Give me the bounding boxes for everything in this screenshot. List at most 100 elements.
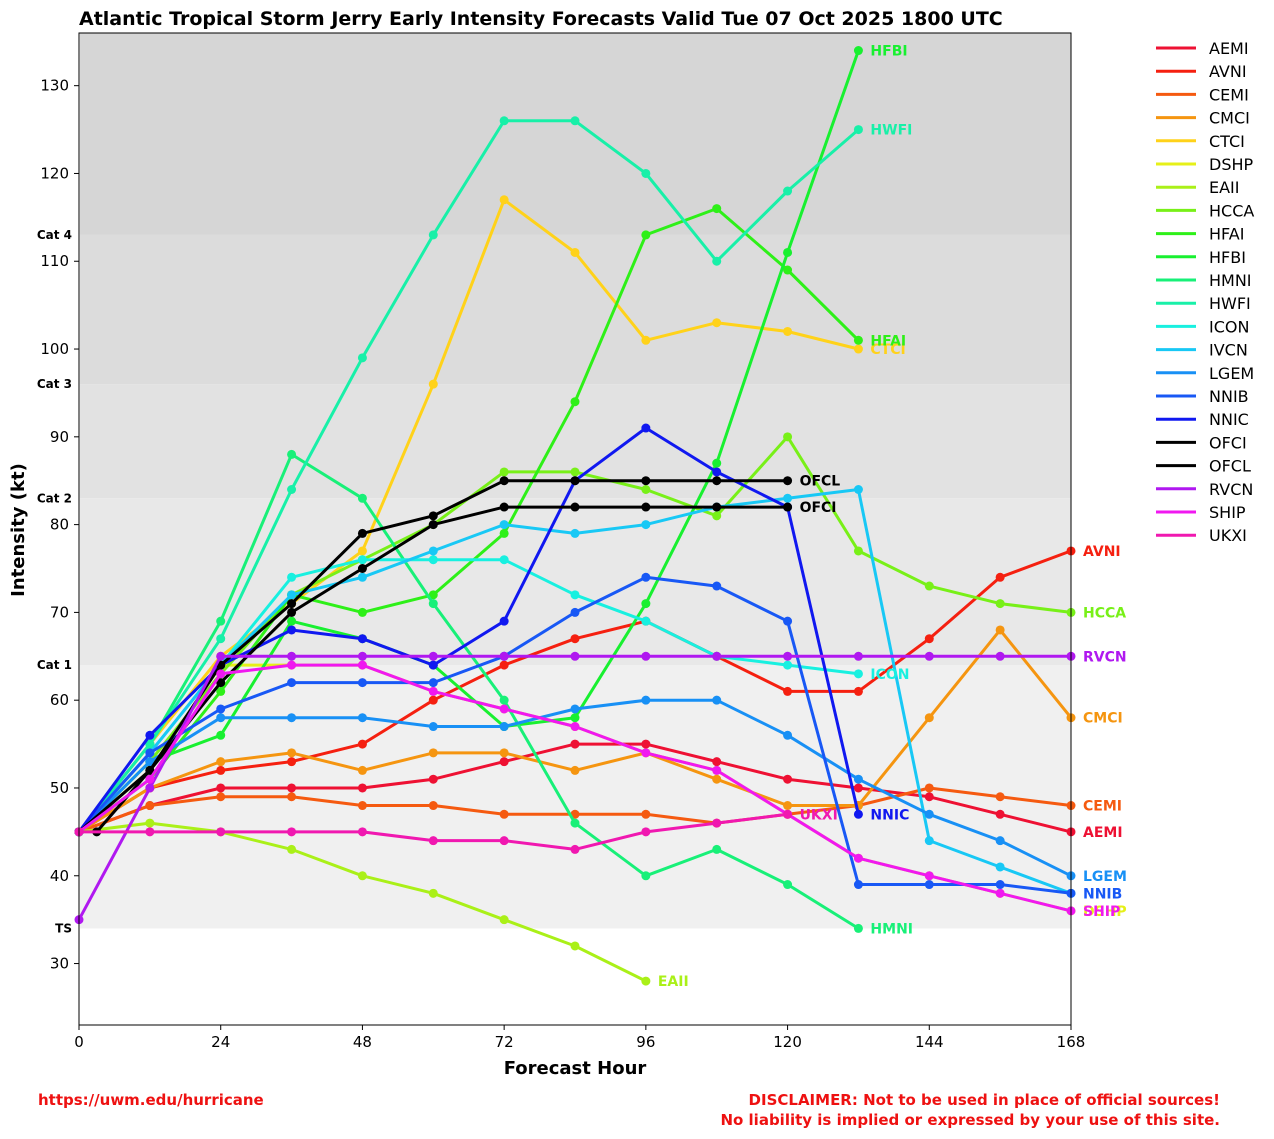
data-point-ukxi [570,844,580,854]
data-point-nnic [287,625,297,635]
data-point-cmci [357,765,367,775]
data-point-hfbi [783,247,793,257]
series-line-hmni [77,452,860,930]
legend-label-cemi: CEMI [1209,85,1249,104]
end-label-cemi: CEMI [1083,799,1122,815]
data-point-hfai [853,335,863,345]
data-point-aemi [924,792,934,802]
data-point-avni [357,739,367,749]
legend-label-hfbi: HFBI [1209,248,1246,267]
data-point-aemi [570,739,580,749]
legend-label-cmci: CMCI [1209,109,1250,128]
data-point-cmci [924,713,934,723]
data-point-hmni [499,695,509,705]
data-point-hfai [499,528,509,538]
source-url[interactable]: https://uwm.edu/hurricane [38,1091,264,1109]
data-point-hmni [641,871,651,881]
data-point-hwfi [499,116,509,126]
data-point-hwfi [216,634,226,644]
data-point-hcca [783,432,793,442]
data-point-ctci [783,326,793,336]
data-point-ivcn [357,572,367,582]
data-point-ukxi [216,827,226,837]
data-point-avni [499,660,509,670]
data-point-ukxi [145,827,155,837]
data-point-aemi [499,757,509,767]
data-point-aemi [357,783,367,793]
disclaimer-line-2: No liability is implied or expressed by … [720,1111,1220,1129]
end-label-nnib: NNIB [1083,886,1122,902]
data-point-hwfi [145,739,155,749]
data-point-hwfi [428,230,438,240]
data-point-lgem [995,836,1005,846]
series-end-labels: AEMI AVNI CEMI CMCI CTCI DSHP EAII HCCA HFAI HFBI… [658,44,1127,991]
data-point-hfbi [853,46,863,56]
legend-label-avni: AVNI [1209,62,1247,81]
category-label-cat-3: Cat 3 [37,377,72,391]
data-point-ship [357,660,367,670]
data-point-hwfi [783,186,793,196]
data-point-hfbi [287,616,297,626]
data-point-ship [145,774,155,784]
data-point-ivcn [783,493,793,503]
x-axis-label: Forecast Hour [504,1058,647,1079]
data-point-ship [712,765,722,775]
x-tick-label: 120 [773,1033,802,1051]
data-point-nnib [641,572,651,582]
data-point-hfai [783,265,793,275]
legend-label-ctci: CTCI [1209,132,1245,151]
data-point-hwfi [641,168,651,178]
data-point-ofci [783,502,793,512]
data-point-hmni [570,818,580,828]
data-point-hfbi [216,730,226,740]
y-tick-label: 40 [50,867,69,885]
data-point-lgem [924,809,934,819]
data-point-ivcn [428,546,438,556]
data-point-ofcl [712,476,722,486]
y-tick-label: 130 [40,77,69,95]
plot-frame [78,32,1072,1026]
x-tick-label: 96 [636,1033,655,1051]
data-point-hfai [428,590,438,600]
data-point-eaii [428,888,438,898]
end-label-nnic: NNIC [870,807,909,823]
category-label-cat-1: Cat 1 [37,658,72,672]
data-point-icon [428,555,438,565]
end-label-hwfi: HWFI [870,123,912,139]
band-cat-4 [80,33,1071,235]
legend-label-dshp: DSHP [1209,155,1254,174]
y-tick-label: 30 [50,955,69,973]
data-point-aemi [216,783,226,793]
forecast-series [74,46,1076,986]
data-point-ivcn [995,862,1005,872]
data-point-hwfi [357,353,367,363]
data-point-ctci [712,318,722,328]
data-point-ctci [570,247,580,257]
data-point-lgem [853,774,863,784]
legend-label-hfai: HFAI [1209,225,1244,244]
data-point-rvcn [145,783,155,793]
data-point-nnib [570,607,580,617]
data-point-aemi [641,739,651,749]
disclaimer-line-1: DISCLAIMER: Not to be used in place of o… [749,1091,1220,1109]
y-tick-label: 120 [40,164,69,182]
legend-label-nnib: NNIB [1209,387,1249,406]
data-point-ivcn [924,836,934,846]
data-point-nnib [712,581,722,591]
data-point-rvcn [712,651,722,661]
data-point-avni [853,686,863,696]
end-label-hfbi: HFBI [870,44,907,60]
data-point-hcca [641,484,651,494]
data-point-ship [428,686,438,696]
data-point-aemi [428,774,438,784]
data-point-aemi [853,783,863,793]
data-point-cemi [216,792,226,802]
data-point-nnib [924,880,934,890]
data-point-hmni [287,449,297,459]
x-tick-label: 72 [495,1033,514,1051]
legend-label-nnic: NNIC [1209,410,1249,429]
data-point-cemi [641,809,651,819]
data-point-ofci [357,564,367,574]
data-point-hfbi [712,458,722,468]
data-point-nnic [641,423,651,433]
